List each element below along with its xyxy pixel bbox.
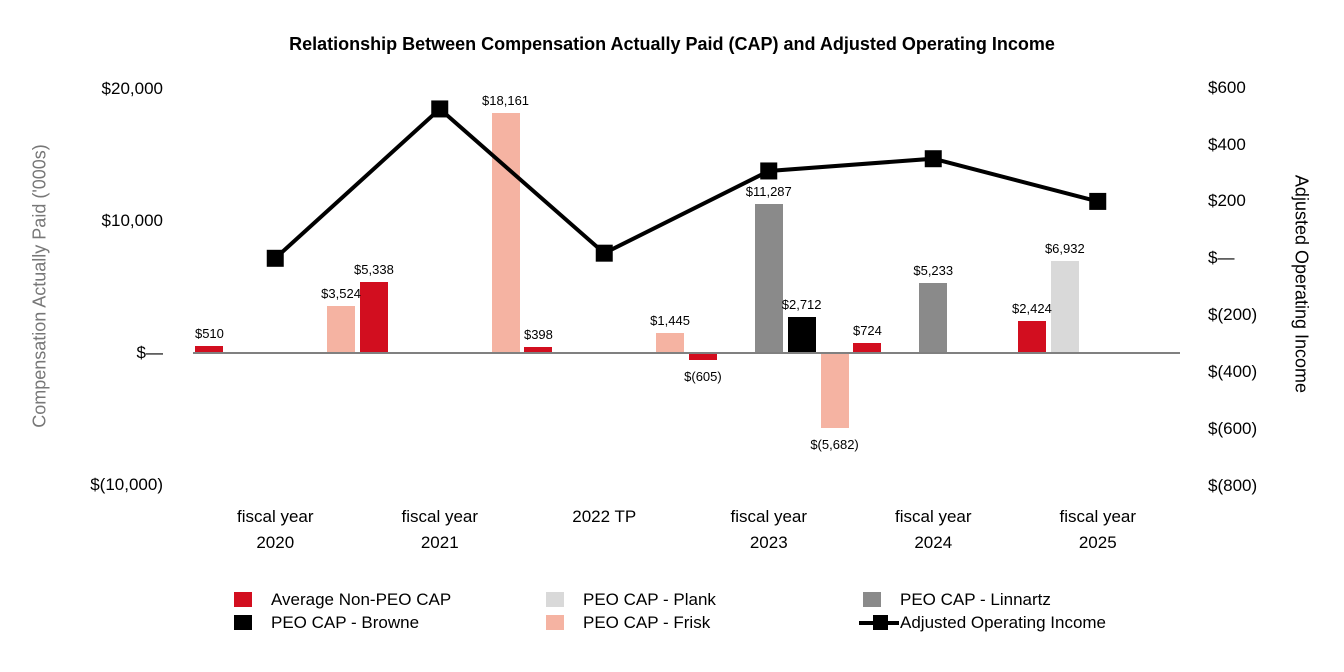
bar-peo-cap-plank — [1050, 260, 1079, 353]
aoi-line-path — [273, 106, 1099, 260]
legend-swatch — [234, 592, 252, 607]
x-axis-label-line: 2020 — [256, 533, 295, 552]
legend-swatch — [546, 592, 564, 607]
bar-value-label: $(605) — [684, 369, 722, 385]
legend-label: Adjusted Operating Income — [900, 613, 1107, 632]
x-axis-label: fiscal year 2023 — [689, 504, 849, 556]
x-axis-label-line: fiscal year — [236, 507, 314, 526]
bar-value-label: $11,287 — [745, 183, 792, 199]
x-axis-label-line: fiscal year — [401, 507, 479, 526]
right-axis-tick-label: $(200) — [1208, 305, 1258, 325]
aoi-line-marker — [595, 244, 613, 262]
legend-label: PEO CAP - Linnartz — [900, 590, 1051, 609]
right-axis-tick-label: $400 — [1208, 134, 1246, 154]
bar-peo-cap-frisk — [327, 305, 356, 353]
legend-swatch — [234, 615, 252, 630]
bar-peo-cap-browne — [787, 316, 816, 353]
bar-value-label: $5,338 — [354, 262, 394, 278]
x-axis-label-line: 2025 — [1078, 533, 1117, 552]
bar-average-non-peo-cap — [853, 342, 882, 353]
bar-value-label: $1,445 — [650, 313, 690, 329]
aoi-line-marker — [431, 100, 449, 118]
bar-value-label: $724 — [852, 322, 882, 338]
bar-value-label: $5,233 — [913, 263, 954, 279]
bar-average-non-peo-cap — [195, 345, 224, 353]
legend-swatch — [863, 592, 881, 607]
x-axis-label: fiscal year 2020 — [195, 504, 355, 556]
legend-label: PEO CAP - Frisk — [583, 613, 711, 632]
x-axis-label: fiscal year 2021 — [360, 504, 520, 556]
x-axis-label: fiscal year 2025 — [1018, 504, 1178, 556]
left-axis-tick-label: $— — [136, 342, 163, 362]
right-axis-tick-label: $(400) — [1208, 362, 1258, 382]
right-axis-title: Adjusted Operating Income — [1291, 174, 1312, 394]
bar-value-label: $2,424 — [1012, 300, 1052, 316]
left-axis-tick-label: $10,000 — [101, 210, 163, 230]
aoi-line-marker — [266, 249, 284, 267]
bar-value-label: $3,524 — [321, 285, 361, 301]
x-axis-label-line: 2021 — [420, 533, 459, 552]
bar-value-label: $6,932 — [1044, 240, 1085, 256]
x-axis-label: fiscal year 2024 — [853, 504, 1013, 556]
bar-peo-cap-frisk — [491, 112, 520, 353]
bar-peo-cap-linnartz — [754, 203, 783, 353]
legend-line-marker — [873, 615, 888, 630]
legend-label: PEO CAP - Plank — [583, 590, 716, 609]
right-axis-tick-label: $(800) — [1208, 475, 1258, 495]
bar-value-label: $398 — [523, 327, 553, 343]
bar-value-label: $(5,682) — [810, 436, 859, 452]
bar-average-non-peo-cap — [359, 282, 388, 353]
right-axis-tick-label: $— — [1208, 248, 1235, 268]
bar-value-label: $18,161 — [482, 92, 530, 108]
aoi-line-marker — [1089, 192, 1107, 210]
x-axis-label: 2022 TP — [524, 504, 684, 530]
left-axis-tick-label: $20,000 — [101, 78, 163, 98]
right-axis-tick-label: $200 — [1208, 191, 1246, 211]
left-axis-tick-label: $(10,000) — [90, 474, 163, 494]
chart-title: Relationship Between Compensation Actual… — [289, 34, 1055, 54]
aoi-line-marker — [924, 150, 942, 168]
bar-peo-cap-linnartz — [919, 283, 948, 353]
left-axis-title: Compensation Actually Paid ('000s) — [29, 144, 50, 428]
right-axis-tick-label: $(600) — [1208, 419, 1258, 438]
bar-average-non-peo-cap — [688, 352, 717, 361]
bar-value-label: $2,712 — [781, 296, 822, 312]
legend-label: Average Non-PEO CAP — [271, 590, 452, 609]
bar-average-non-peo-cap — [524, 347, 553, 353]
x-axis-label-line: 2023 — [749, 533, 788, 552]
bar-peo-cap-frisk — [820, 352, 849, 428]
x-axis-label-line: 2024 — [914, 533, 953, 552]
bar-average-non-peo-cap — [1017, 320, 1046, 353]
x-axis-line — [193, 351, 1180, 354]
bar-value-label: $510 — [194, 325, 224, 341]
bar-peo-cap-frisk — [656, 333, 685, 353]
legend-swatch — [546, 615, 564, 630]
aoi-line-marker — [760, 162, 778, 180]
x-axis-label-line: 2022 TP — [572, 507, 637, 526]
x-axis-label-line: fiscal year — [730, 507, 808, 526]
x-axis-label-line: fiscal year — [894, 507, 972, 526]
right-axis-tick-label: $600 — [1208, 77, 1246, 97]
x-axis-label-line: fiscal year — [1059, 507, 1137, 526]
legend-label: PEO CAP - Browne — [271, 613, 420, 632]
